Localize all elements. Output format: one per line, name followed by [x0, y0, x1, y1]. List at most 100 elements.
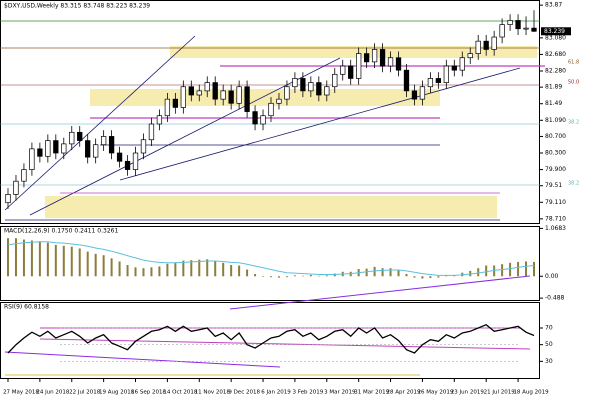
candle-body	[507, 20, 513, 25]
candle-body	[21, 169, 27, 182]
candle-body	[13, 180, 19, 195]
drawing	[45, 196, 497, 218]
x-tick-label: 16 Sep 2018	[131, 390, 166, 396]
x-tick-label: 19 Aug 2018	[99, 390, 135, 396]
drawing	[4, 35, 196, 211]
candle-body	[395, 57, 402, 71]
y-tick-label: 81.49	[545, 100, 562, 107]
candle-body	[340, 65, 346, 75]
candle-body	[93, 144, 99, 158]
candle-body	[204, 82, 210, 92]
candle-body	[53, 140, 59, 154]
y-tick-label: 83.080	[545, 34, 566, 41]
y-tick-label: 83.87	[545, 2, 562, 9]
fib-label: 38.2	[568, 120, 579, 126]
candle-body	[220, 90, 226, 100]
candle-body	[252, 111, 258, 125]
macd-bar	[142, 268, 145, 277]
drawing	[90, 89, 440, 106]
candle-body	[427, 78, 434, 88]
y-tick-label: -0.488	[545, 295, 565, 302]
y-tick-label: 50	[545, 341, 553, 348]
macd-bar	[78, 248, 81, 277]
macd-bar	[285, 276, 288, 278]
fib-label: 50.0	[568, 80, 579, 86]
macd-label: MACD(12,26,9) 0.1750 0.2411 0.3261	[4, 228, 118, 235]
macd-bar	[158, 266, 161, 277]
candle-body	[467, 53, 473, 59]
drawing	[119, 67, 521, 181]
candle-body	[108, 136, 115, 154]
macd-bar	[166, 263, 169, 277]
macd-bar	[270, 276, 272, 278]
candle-body	[116, 152, 123, 162]
candle-body	[124, 160, 131, 170]
candle-body	[61, 143, 67, 154]
rsi-panel	[0, 302, 540, 379]
macd-bar	[533, 261, 535, 277]
macd-bar	[206, 259, 209, 277]
candle-body	[363, 53, 370, 63]
x-tick-label: 14 Oct 2018	[163, 390, 198, 396]
macd-bar	[509, 262, 512, 277]
y-tick-label: 0.00	[545, 273, 559, 280]
macd-bar	[301, 275, 304, 277]
x-tick-label: 31 Mar 2019	[354, 390, 389, 396]
candle-body	[244, 86, 250, 112]
y-tick-label: 78.710	[545, 215, 566, 222]
candle-body	[475, 40, 481, 54]
x-tick-label: 22 Jul 2018	[69, 390, 101, 396]
drawing	[170, 46, 537, 58]
macd-bar	[254, 274, 257, 277]
candle-body	[308, 82, 314, 92]
drawing	[4, 351, 281, 368]
candle-body	[371, 49, 378, 63]
candle-body	[411, 90, 418, 100]
macd-bar	[126, 265, 129, 277]
x-tick-label: 21 Jul 2019	[484, 390, 516, 396]
macd-bar	[421, 276, 424, 279]
candle-body	[348, 65, 354, 79]
macd-signal-line	[7, 241, 535, 276]
x-tick-label: 3 Mar 2019	[324, 390, 356, 396]
macd-bar	[437, 276, 440, 278]
candle-body	[499, 24, 505, 38]
y-tick-label: 82.680	[545, 51, 566, 58]
candle-body	[77, 131, 83, 141]
candle-body	[180, 86, 186, 108]
macd-bar	[365, 268, 368, 277]
macd-bar	[214, 261, 217, 277]
macd-bar	[309, 274, 312, 277]
macd-bar	[389, 268, 392, 277]
candle-body	[45, 140, 51, 157]
macd-bar	[405, 274, 408, 277]
candle-body	[451, 65, 457, 71]
macd-bar	[30, 240, 33, 277]
macd-bar	[22, 239, 25, 277]
macd-bar	[174, 262, 177, 277]
x-tick-label: 18 Aug 2019	[513, 390, 549, 396]
candle-body	[403, 69, 410, 92]
macd-bar	[190, 260, 193, 277]
x-tick-label: 27 May 2018	[3, 390, 39, 396]
macd-bar	[485, 265, 488, 277]
candle-body	[29, 148, 35, 170]
candle-body	[332, 73, 338, 88]
macd-bar	[238, 265, 241, 277]
macd-bar	[262, 276, 265, 277]
macd-bar	[277, 276, 280, 278]
candle-body	[324, 86, 330, 96]
rsi-label: RSI(9) 60.8158	[4, 304, 49, 311]
candle-body	[292, 78, 298, 88]
fib-label: 38.2	[568, 181, 579, 187]
macd-bar	[7, 238, 9, 277]
main-panel	[0, 0, 540, 224]
drawing	[229, 275, 531, 310]
price-tag-label: 83.239	[544, 28, 565, 35]
candle-body	[100, 136, 107, 146]
macd-bar	[102, 255, 105, 277]
macd-bar	[525, 261, 528, 277]
macd-bar	[46, 242, 49, 277]
candle-body	[268, 102, 274, 117]
